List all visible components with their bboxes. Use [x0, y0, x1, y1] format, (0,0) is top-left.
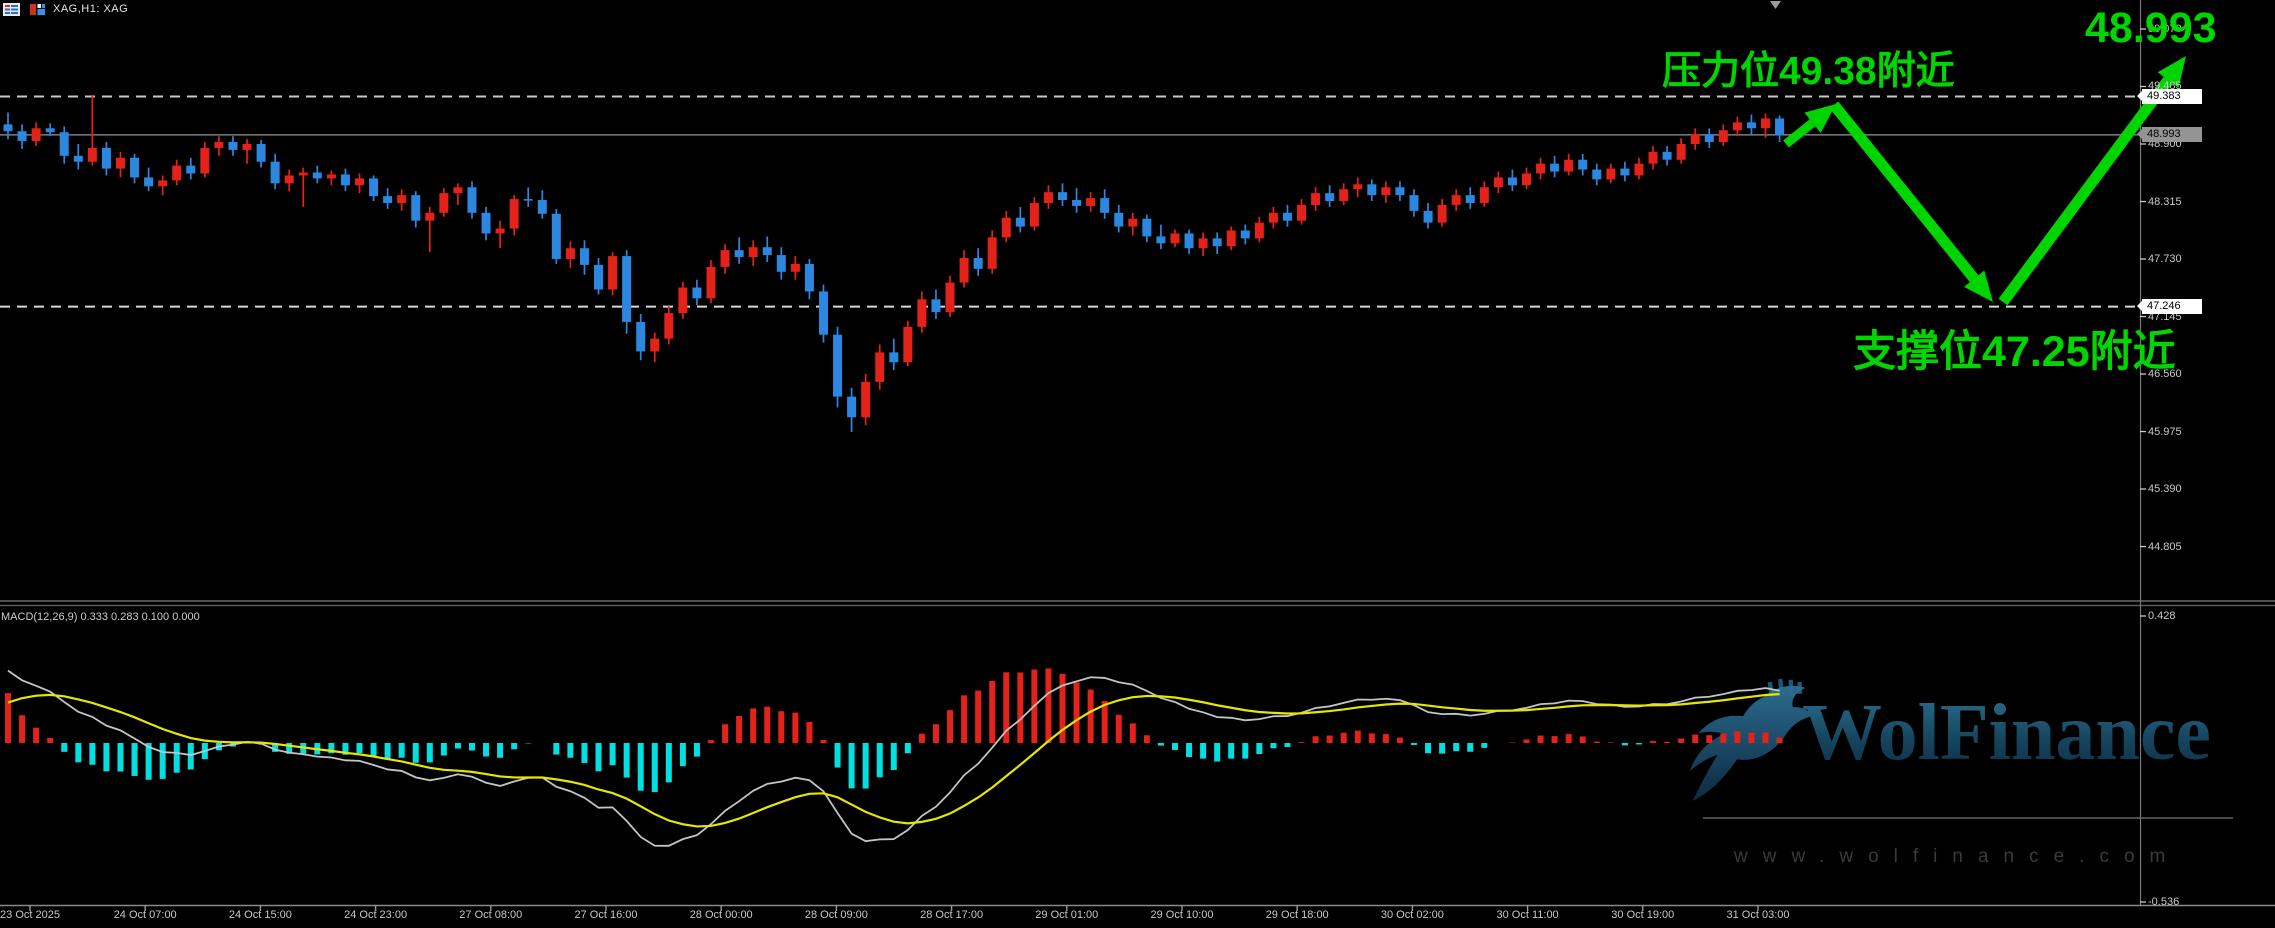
time-tick-label: 30 Oct 11:00 [1497, 909, 1559, 921]
price-level-tag: 48.993 [2142, 127, 2202, 142]
price-tick-label: 44.805 [2148, 541, 2182, 553]
time-tick-label: 30 Oct 02:00 [1381, 909, 1444, 921]
price-level-tag: 49.383 [2142, 89, 2202, 104]
support-level-annotation[interactable]: 支撑位47.25附近 [1853, 317, 2176, 379]
journal-icon [3, 3, 20, 16]
time-tick-label: 27 Oct 08:00 [459, 909, 522, 921]
time-tick-label: 24 Oct 23:00 [344, 909, 407, 921]
chart-icon [29, 3, 46, 16]
price-tick-label: 48.315 [2148, 196, 2182, 208]
macd-axis-lower-tick: -0.536 [2148, 896, 2179, 908]
symbol-title: XAG,H1: XAG [53, 3, 128, 15]
time-tick-label: 23 Oct 2025 [0, 909, 60, 921]
price-tick-label: 45.390 [2148, 483, 2182, 495]
time-tick-label: 28 Oct 17:00 [920, 909, 983, 921]
price-callout-annotation[interactable]: 48.993 [2085, 4, 2217, 53]
time-tick-label: 30 Oct 19:00 [1611, 909, 1674, 921]
time-tick-label: 29 Oct 18:00 [1266, 909, 1329, 921]
time-tick-label: 29 Oct 10:00 [1151, 909, 1214, 921]
time-tick-label: 24 Oct 07:00 [114, 909, 177, 921]
pressure-level-annotation[interactable]: 压力位49.38附近 [1662, 40, 1955, 96]
time-tick-label: 28 Oct 09:00 [805, 909, 868, 921]
price-tick-label: 47.730 [2148, 253, 2182, 265]
time-tick-label: 24 Oct 15:00 [229, 909, 292, 921]
price-level-tag: 47.246 [2142, 299, 2202, 314]
time-tick-label: 29 Oct 01:00 [1035, 909, 1098, 921]
time-tick-label: 27 Oct 16:00 [575, 909, 638, 921]
time-tick-label: 31 Oct 03:00 [1727, 909, 1790, 921]
time-tick-label: 28 Oct 00:00 [690, 909, 753, 921]
price-tick-label: 45.975 [2148, 426, 2182, 438]
macd-axis-upper-tick: 0.428 [2148, 610, 2176, 622]
macd-indicator-label: MACD(12,26,9) 0.333 0.283 0.100 0.000 [1, 611, 200, 623]
